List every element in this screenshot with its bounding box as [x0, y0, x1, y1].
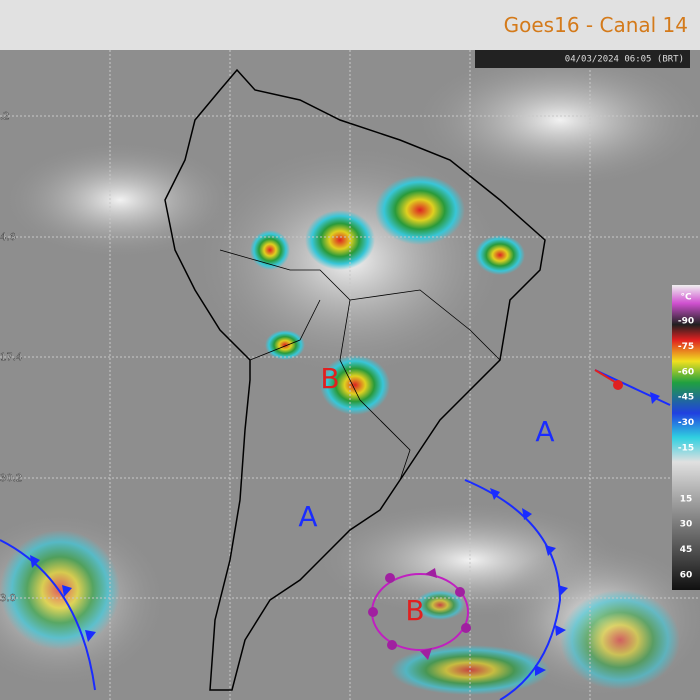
- colorbar-tick-label: -60: [678, 367, 694, 377]
- pressure-system-label: A: [298, 500, 317, 533]
- latitude-label: 17.4: [0, 352, 22, 363]
- colorbar-tick-label: -45: [678, 393, 694, 403]
- colorbar-tick-label: -30: [678, 418, 694, 428]
- latitude-label: .2: [0, 111, 10, 122]
- south-america-outline: [164, 68, 546, 691]
- occluded-front: [368, 369, 623, 660]
- cold-front: [0, 369, 671, 700]
- colorbar-tick-label: -75: [678, 342, 694, 352]
- title: Goes16 - Canal 14: [504, 13, 688, 37]
- graticule: [0, 50, 700, 700]
- colorbar-tick-label: 60: [680, 571, 693, 581]
- colorbar: [672, 285, 700, 590]
- timestamp: 04/03/2024 06:05 (BRT): [565, 55, 684, 65]
- colorbar-tick-label: -90: [678, 317, 694, 327]
- latitude-label: 30.2: [0, 473, 22, 484]
- colorbar-tick-label: 30: [680, 520, 693, 530]
- latitude-label: 4.6: [0, 232, 16, 243]
- pressure-system-label: B: [405, 594, 424, 627]
- title-bar: [0, 0, 700, 50]
- colorbar-unit: °C: [680, 293, 692, 303]
- storm-cells: [0, 175, 680, 695]
- latitude-label: 3.0: [0, 593, 16, 604]
- colorbar-tick-label: 45: [680, 545, 693, 555]
- colorbar-tick-label: -15: [678, 444, 694, 454]
- pressure-system-label: B: [320, 362, 339, 395]
- pressure-system-label: A: [535, 415, 554, 448]
- country-borders: [219, 249, 501, 481]
- timestamp-bar: [475, 50, 690, 68]
- colorbar-tick-label: 15: [680, 494, 693, 504]
